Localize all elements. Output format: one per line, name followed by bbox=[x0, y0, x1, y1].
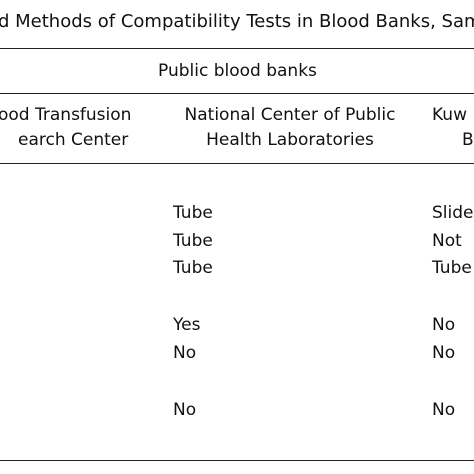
cell: Not bbox=[432, 230, 462, 251]
cell: No bbox=[173, 342, 197, 363]
cell: Tube bbox=[432, 258, 472, 278]
cell: No bbox=[173, 400, 197, 420]
column-header: B bbox=[462, 130, 474, 150]
cell: Tube bbox=[173, 203, 213, 223]
rule bbox=[0, 163, 474, 164]
rule bbox=[0, 48, 474, 49]
cell: Yes bbox=[173, 315, 201, 335]
rule bbox=[0, 93, 474, 94]
cell: No bbox=[432, 315, 456, 335]
column-header: National Center of Public bbox=[184, 105, 396, 125]
cell: No bbox=[432, 400, 456, 420]
column-header: Kuw bbox=[432, 105, 467, 125]
cell: No bbox=[432, 342, 456, 363]
column-header: Health Laboratories bbox=[206, 130, 374, 150]
rule bbox=[0, 460, 474, 461]
column-header: ood Transfusion bbox=[0, 105, 132, 125]
cell: Slide bbox=[432, 203, 474, 223]
table-title: d Methods of Compatibility Tests in Bloo… bbox=[0, 11, 474, 32]
group-header: Public blood banks bbox=[158, 61, 317, 81]
cell: Tube bbox=[173, 258, 213, 278]
cell: Tube bbox=[173, 230, 213, 251]
column-header: earch Center bbox=[18, 130, 129, 150]
